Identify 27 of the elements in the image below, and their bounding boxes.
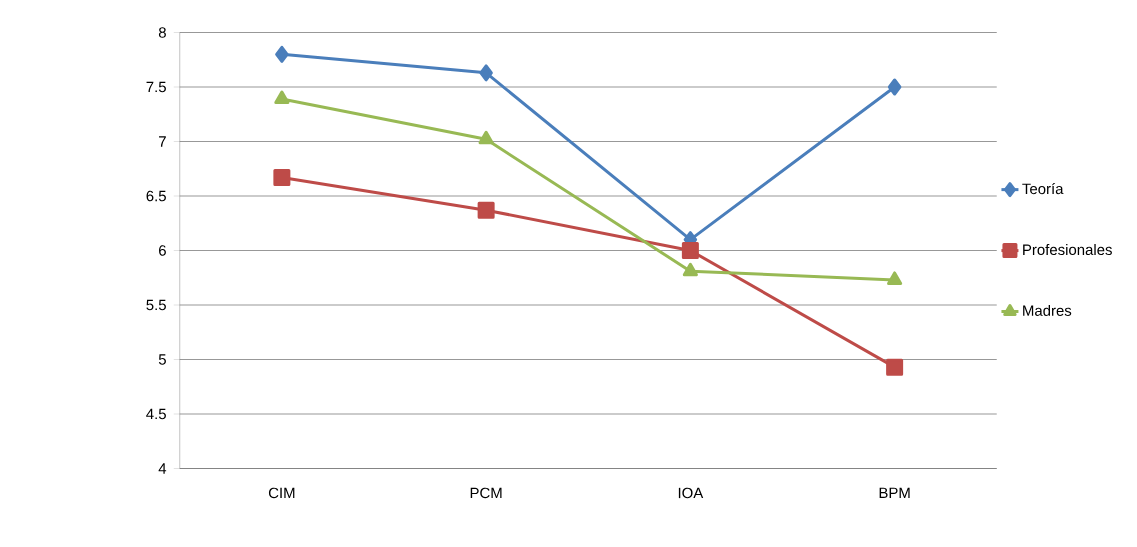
point: [681, 242, 699, 260]
x-tick-label: CIM: [268, 487, 295, 499]
y-tick-label: 7.5: [146, 81, 166, 93]
point: [887, 271, 903, 285]
y-tick-label: 7: [159, 136, 166, 147]
point: [887, 78, 902, 96]
point: [477, 201, 495, 219]
point: [479, 64, 493, 82]
point: [274, 90, 290, 104]
y-tick-label: 8: [158, 27, 166, 38]
y-tick-label: 5: [158, 354, 166, 365]
point: [682, 262, 698, 277]
y-tick-label: 4: [158, 463, 167, 474]
point: [886, 358, 904, 376]
x-tick-label: BPM: [879, 487, 910, 498]
y-tick-label: 6.5: [146, 190, 166, 202]
x-tick-label: IOA: [678, 487, 704, 499]
point: [273, 168, 291, 186]
point: [478, 130, 494, 145]
legend-label: Madres: [1023, 304, 1072, 316]
y-tick-label: 4.5: [146, 408, 166, 420]
y-tick-label: 6: [159, 245, 166, 256]
point: [275, 45, 289, 63]
y-tick-label: 5.5: [146, 299, 166, 311]
legend-label: Profesionales: [1023, 244, 1112, 256]
x-tick-label: PCM: [470, 487, 502, 499]
legend-label: Teoría: [1022, 183, 1064, 195]
